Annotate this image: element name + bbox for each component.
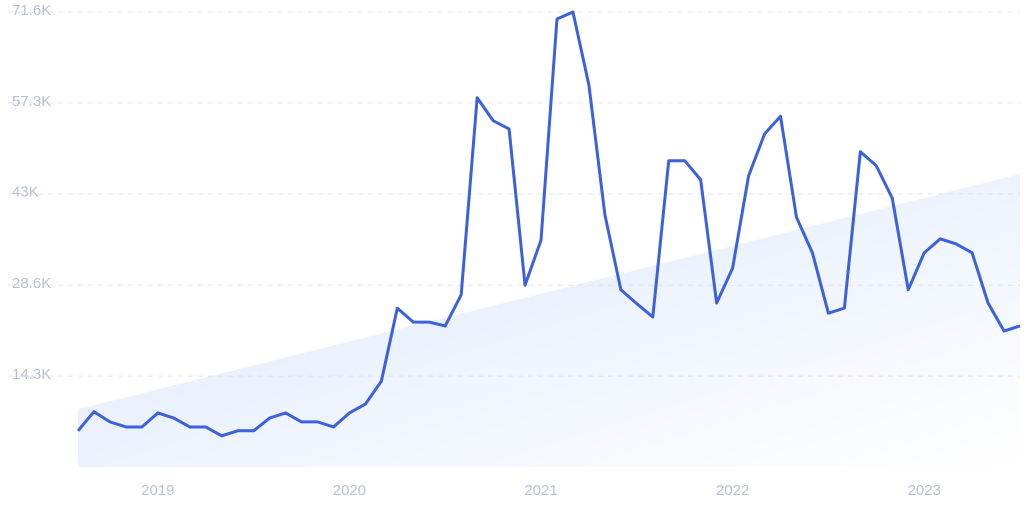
y-tick-label: 28.6K bbox=[12, 275, 51, 292]
y-tick-label: 71.6K bbox=[12, 2, 51, 19]
y-tick-label: 14.3K bbox=[12, 366, 51, 383]
trend-area bbox=[78, 174, 1020, 468]
y-tick-label: 43K bbox=[12, 184, 39, 201]
x-tick-label: 2022 bbox=[716, 482, 749, 499]
x-tick-label: 2023 bbox=[908, 482, 941, 499]
y-tick-label: 57.3K bbox=[12, 93, 51, 110]
x-tick-label: 2021 bbox=[524, 482, 557, 499]
x-tick-label: 2020 bbox=[333, 482, 366, 499]
line bbox=[76, 10, 1021, 438]
x-tick-label: 2019 bbox=[141, 482, 174, 499]
